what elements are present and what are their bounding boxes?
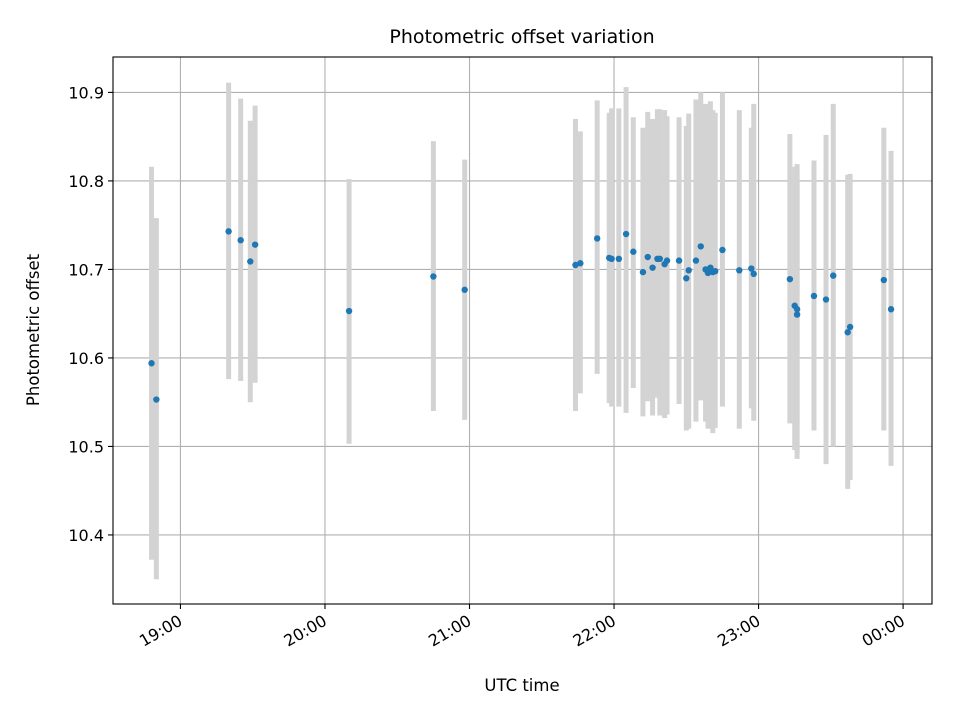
data-point [639, 268, 647, 276]
data-point [148, 360, 155, 367]
y-tick-label: 10.9 [68, 83, 104, 102]
data-point [577, 260, 584, 267]
data-point [880, 276, 888, 284]
data-point [810, 292, 818, 300]
data-point [846, 323, 854, 331]
data-point [608, 255, 615, 263]
data-point [593, 235, 601, 242]
data-points [148, 228, 895, 403]
data-point [675, 257, 683, 264]
data-point [786, 275, 794, 283]
data-point [251, 241, 259, 248]
data-point [712, 267, 719, 275]
chart-title: Photometric offset variation [389, 26, 654, 48]
data-point [630, 248, 637, 255]
data-point [615, 255, 623, 263]
data-point [153, 396, 160, 403]
data-point [830, 272, 837, 279]
data-point [719, 246, 726, 254]
data-point [692, 257, 700, 264]
data-point [683, 275, 690, 282]
data-point [844, 329, 851, 336]
data-point [697, 243, 704, 250]
data-point [247, 258, 254, 265]
data-point [649, 264, 656, 271]
data-point [656, 255, 664, 263]
data-point [345, 307, 353, 315]
data-point [461, 286, 468, 293]
data-point [685, 267, 692, 274]
data-point [887, 306, 895, 313]
y-tick-label: 10.6 [68, 349, 104, 368]
data-point [644, 253, 651, 261]
y-axis-label: Photometric offset [24, 253, 43, 406]
data-point [793, 306, 801, 313]
y-tick-label: 10.4 [68, 526, 104, 545]
data-point [622, 230, 630, 238]
y-axis-ticks: 10.4 10.5 10.6 10.7 10.8 10.9 [68, 83, 113, 545]
plot-frame [112, 56, 933, 605]
data-point [793, 311, 801, 318]
data-point [663, 257, 671, 264]
data-point [225, 228, 232, 235]
data-point [237, 237, 244, 244]
data-point [822, 296, 830, 303]
data-point [430, 273, 437, 280]
data-point [748, 265, 755, 272]
y-tick-label: 10.7 [68, 260, 104, 279]
data-point [750, 270, 757, 278]
y-tick-label: 10.8 [68, 172, 104, 191]
x-axis-label: UTC time [484, 676, 559, 695]
y-tick-label: 10.5 [68, 437, 104, 456]
data-point [704, 269, 712, 277]
data-point [572, 261, 579, 269]
data-point [736, 267, 743, 274]
